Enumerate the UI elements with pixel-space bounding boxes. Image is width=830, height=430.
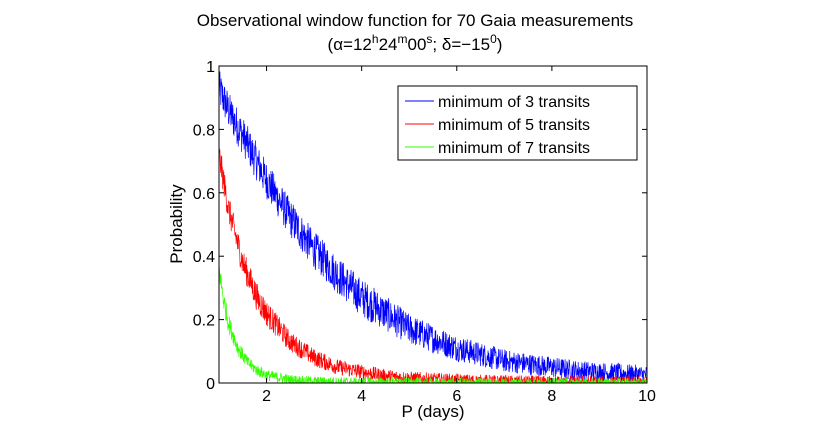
y-tick-label: 0.8 bbox=[193, 122, 215, 139]
subtitle-sup-deg: 0 bbox=[490, 32, 497, 46]
legend-label-3: minimum of 7 transits bbox=[438, 140, 590, 157]
subtitle-sup-s: s bbox=[426, 32, 432, 46]
subtitle-part: ) bbox=[497, 35, 503, 54]
x-tick-label: 2 bbox=[262, 388, 271, 405]
subtitle-sup-h: h bbox=[372, 32, 379, 46]
x-tick-label: 10 bbox=[638, 388, 656, 405]
x-tick-label: 4 bbox=[357, 388, 366, 405]
subtitle-sup-m: m bbox=[397, 32, 407, 46]
y-tick-label: 1 bbox=[206, 59, 215, 76]
legend: minimum of 3 transits minimum of 5 transi… bbox=[397, 85, 638, 161]
y-axis-label: Probability bbox=[167, 184, 186, 264]
tick-layer: 2 4 6 8 10 0 0.2 0.4 0.6 0.8 1 bbox=[193, 59, 656, 405]
legend-label-2: minimum of 5 transits bbox=[438, 117, 590, 134]
chart-subtitle: (α=12h24m00s; δ=−150) bbox=[328, 32, 503, 54]
series-line-1 bbox=[219, 71, 647, 383]
subtitle-part: (α=12 bbox=[328, 35, 372, 54]
x-tick-label: 8 bbox=[547, 388, 556, 405]
subtitle-part: ; δ=−15 bbox=[432, 35, 490, 54]
y-tick-label: 0.2 bbox=[193, 313, 215, 330]
y-tick-label: 0 bbox=[206, 376, 215, 393]
axes-frame bbox=[218, 65, 648, 384]
legend-box bbox=[397, 85, 638, 161]
subtitle-part: 00 bbox=[407, 35, 426, 54]
y-tick-label: 0.6 bbox=[193, 186, 215, 203]
x-axis-label: P (days) bbox=[402, 402, 465, 421]
x-tick-label: 6 bbox=[452, 388, 461, 405]
subtitle-part: 24 bbox=[379, 35, 398, 54]
series-line-3 bbox=[219, 265, 647, 383]
y-tick-label: 0.4 bbox=[193, 249, 215, 266]
legend-label-1: minimum of 3 transits bbox=[438, 94, 590, 111]
chart-title: Observational window function for 70 Gai… bbox=[197, 11, 634, 30]
